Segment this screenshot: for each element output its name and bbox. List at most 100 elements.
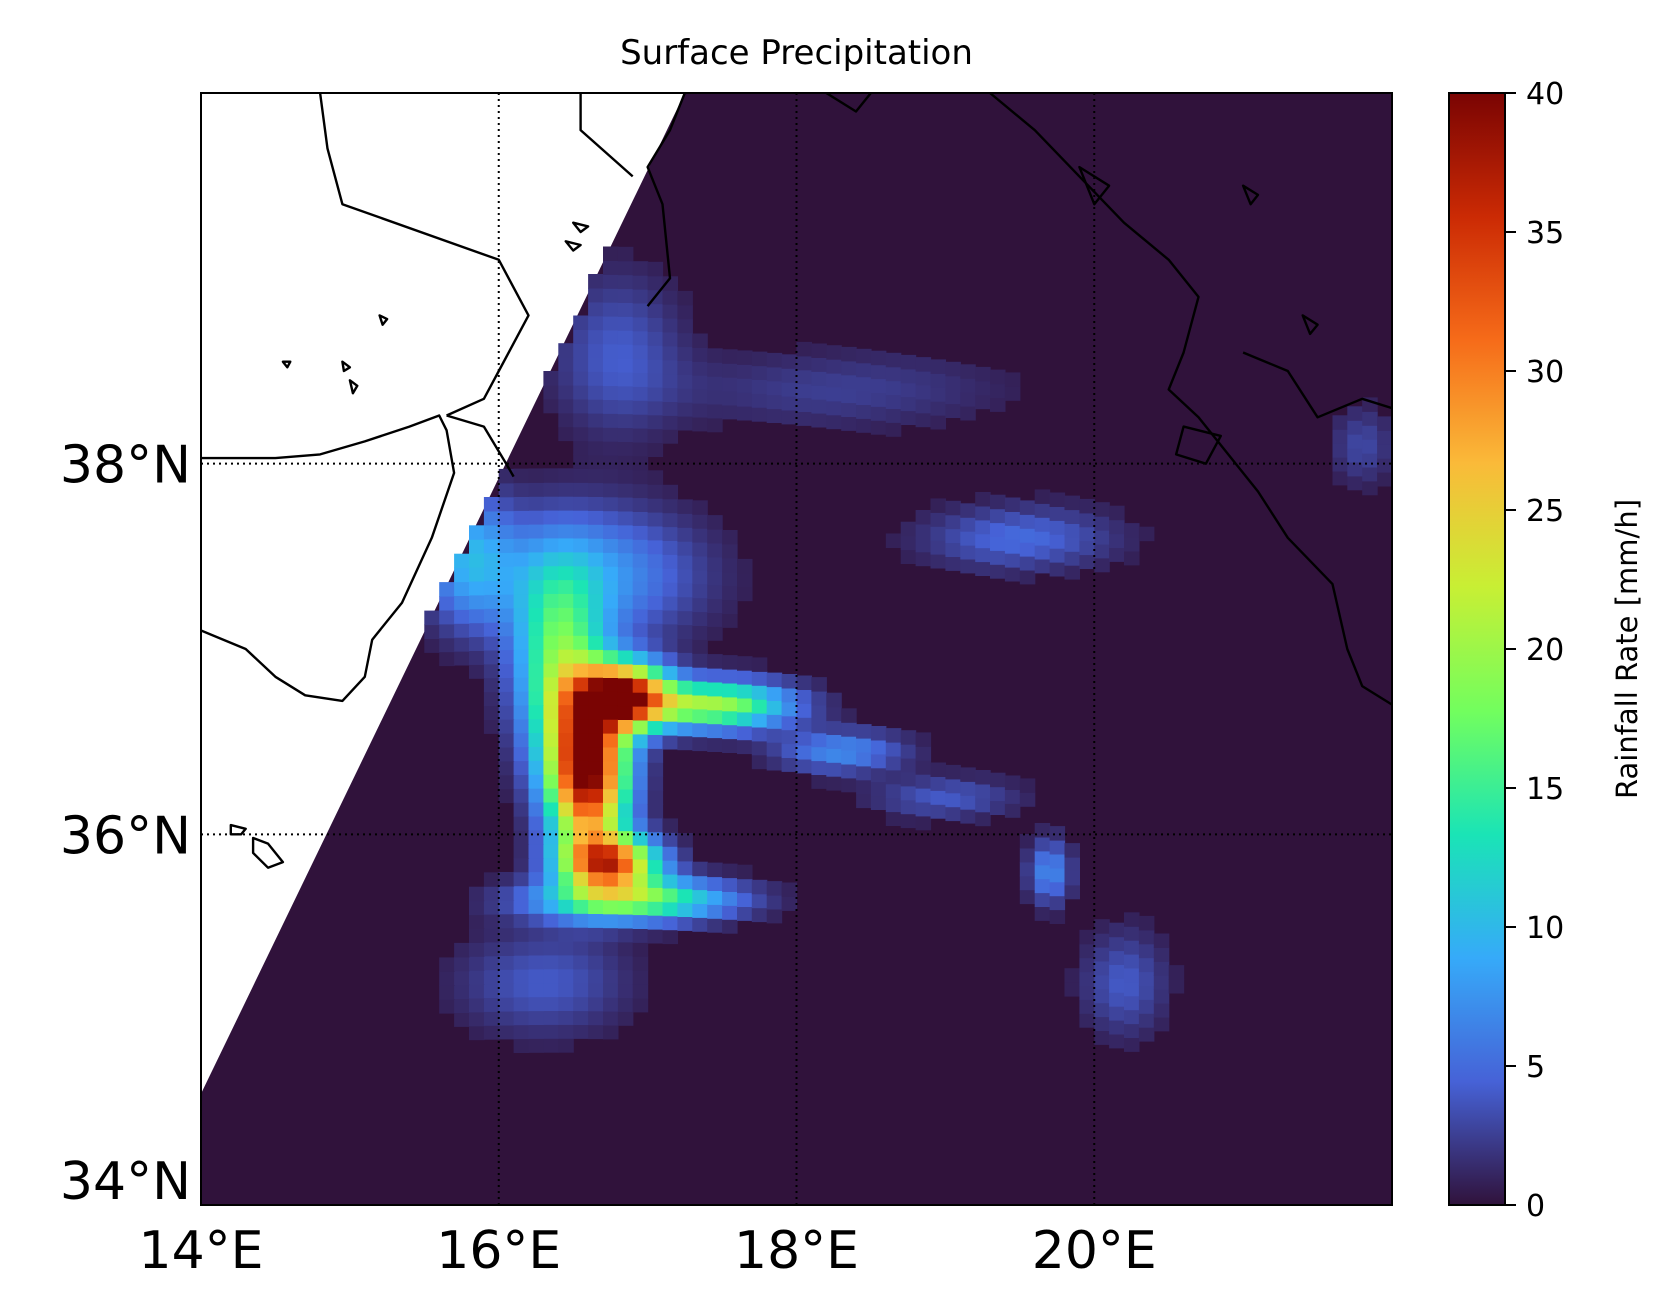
rain-cell-537 xyxy=(811,704,827,720)
rain-cell-517 xyxy=(513,691,530,706)
rain-cell-1047 xyxy=(751,365,768,380)
rain-cell-1027 xyxy=(870,392,887,407)
rain-cell-39 xyxy=(632,997,649,1013)
rain-cell-334 xyxy=(647,790,664,805)
rain-cell-283 xyxy=(573,829,589,845)
rain-cell-992 xyxy=(751,393,768,408)
rain-cell-1074 xyxy=(707,348,723,363)
rain-cell-389 xyxy=(498,746,515,762)
rain-cell-662 xyxy=(617,608,634,623)
y-tick-labels: 34°N 36°N 38°N xyxy=(60,436,191,1212)
rain-cell-995 xyxy=(796,397,812,412)
rain-cell-111 xyxy=(498,927,515,943)
rain-cell-1008 xyxy=(588,371,604,386)
rain-cell-242 xyxy=(558,857,574,872)
rain-cell-500 xyxy=(707,709,723,725)
rain-cell-806 xyxy=(632,511,649,526)
rain-cell-946 xyxy=(603,413,619,428)
rain-cell-935 xyxy=(558,426,574,442)
rain-cell-740 xyxy=(588,552,604,567)
rain-cell-613 xyxy=(469,636,485,651)
rain-cell-423 xyxy=(558,732,574,747)
rain-cell-807 xyxy=(647,512,664,527)
rain-cell-310 xyxy=(513,802,530,817)
rain-cell-722 xyxy=(617,566,634,581)
rain-cell-521 xyxy=(573,690,589,706)
rain-cell-1029 xyxy=(900,396,917,412)
rain-cell-352 xyxy=(647,776,664,791)
colorbar: 0 5 10 15 20 25 30 35 40 Rainfall Rate [mm/h] xyxy=(1448,77,1644,1224)
rain-cell-759 xyxy=(588,538,604,553)
rain-cell-860 xyxy=(588,482,604,497)
rain-cell-307 xyxy=(1034,864,1051,880)
rain-cell-1011 xyxy=(632,372,649,387)
rain-cell-152 xyxy=(1124,981,1140,997)
rain-cell-745 xyxy=(662,554,678,569)
rain-cell-436 xyxy=(751,740,768,756)
rain-cell-188 xyxy=(543,885,559,900)
island-4 xyxy=(378,314,389,326)
rain-cell-882 xyxy=(513,468,530,484)
rain-cell-163 xyxy=(588,899,604,914)
rain-cell-113 xyxy=(528,927,544,942)
rain-cell-815 xyxy=(930,540,946,555)
rain-cell-847 xyxy=(1004,539,1021,554)
rain-cell-696 xyxy=(528,579,544,595)
rain-cell-676 xyxy=(528,593,544,608)
rain-cell-92 xyxy=(483,941,500,957)
rain-cell-573 xyxy=(603,663,619,678)
colorbar-tick-label-5: 5 xyxy=(1526,1050,1545,1085)
rain-cell-728 xyxy=(707,570,723,586)
rain-cell-108 xyxy=(1153,1016,1170,1032)
rain-cell-553 xyxy=(677,680,693,695)
rain-cell-1098 xyxy=(573,329,589,344)
rain-cell-890 xyxy=(632,469,649,485)
rain-cell-859 xyxy=(573,482,589,497)
rain-cell-164 xyxy=(603,899,619,915)
rain-cell-279 xyxy=(513,830,530,845)
rain-cell-799 xyxy=(528,510,544,525)
rain-cell-403 xyxy=(796,758,812,774)
rain-cell-594 xyxy=(528,649,544,664)
rain-cell-264 xyxy=(543,843,559,859)
x-tick-label-18: 18°E xyxy=(734,1221,859,1281)
rain-cell-458 xyxy=(528,718,544,734)
rain-cell-561 xyxy=(796,689,812,704)
rain-cell-978 xyxy=(543,384,559,400)
rain-cell-233 xyxy=(1079,929,1095,945)
rain-cell-373 xyxy=(632,761,649,777)
rain-cell-704 xyxy=(647,581,664,596)
rain-cell-1088 xyxy=(915,371,932,386)
rain-cell-1117 xyxy=(945,361,961,377)
rain-cell-287 xyxy=(632,831,649,846)
plot-frame xyxy=(200,92,1393,1206)
rain-cell-378 xyxy=(856,779,872,795)
rain-cell-889 xyxy=(617,469,634,484)
rain-cell-931 xyxy=(1064,495,1080,511)
rain-cell-1023 xyxy=(811,385,827,400)
rain-cell-400 xyxy=(751,754,768,770)
island-0 xyxy=(251,836,285,869)
rain-cell-504 xyxy=(766,714,783,729)
rain-cell-335 xyxy=(885,811,902,826)
rain-cell-655 xyxy=(513,607,530,623)
rain-cell-49 xyxy=(573,982,589,998)
rain-cell-202 xyxy=(751,893,768,909)
rain-cell-446 xyxy=(900,758,917,773)
rain-cell-1065 xyxy=(573,343,589,358)
rain-cell-1143 xyxy=(662,304,678,319)
rain-cell-63 xyxy=(573,968,589,984)
rain-cell-354 xyxy=(870,795,887,810)
rain-cell-862 xyxy=(617,483,634,498)
rain-cell-686 xyxy=(677,596,693,612)
rain-cell-950 xyxy=(662,415,678,430)
rain-cell-102 xyxy=(632,942,649,957)
rain-cell-548 xyxy=(603,677,619,692)
rain-cell-1131 xyxy=(647,317,664,332)
rain-cell-452 xyxy=(990,772,1006,788)
coastline-5 xyxy=(825,93,872,113)
rain-cell-974 xyxy=(841,416,857,431)
rain-cell-826 xyxy=(498,496,515,512)
rain-cell-733 xyxy=(483,552,500,568)
rain-cell-98 xyxy=(573,941,589,956)
